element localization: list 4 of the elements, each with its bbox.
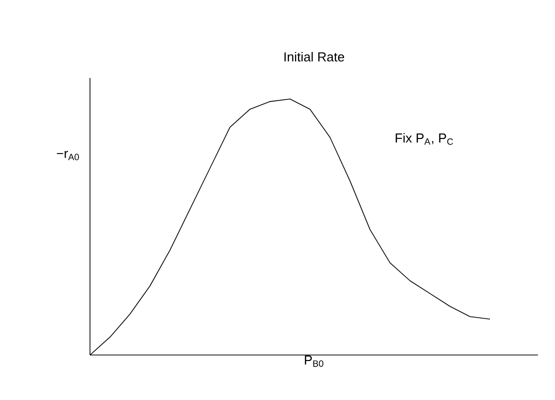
y-axis-title: −r$_{A0}$: [56, 150, 79, 160]
annotation: Fix P$_{A}$, P$_{C}$: [396, 133, 453, 145]
x-axis-title: P$_{B0}$: [304, 356, 324, 367]
chart-title: Initial Rate: [284, 52, 344, 62]
